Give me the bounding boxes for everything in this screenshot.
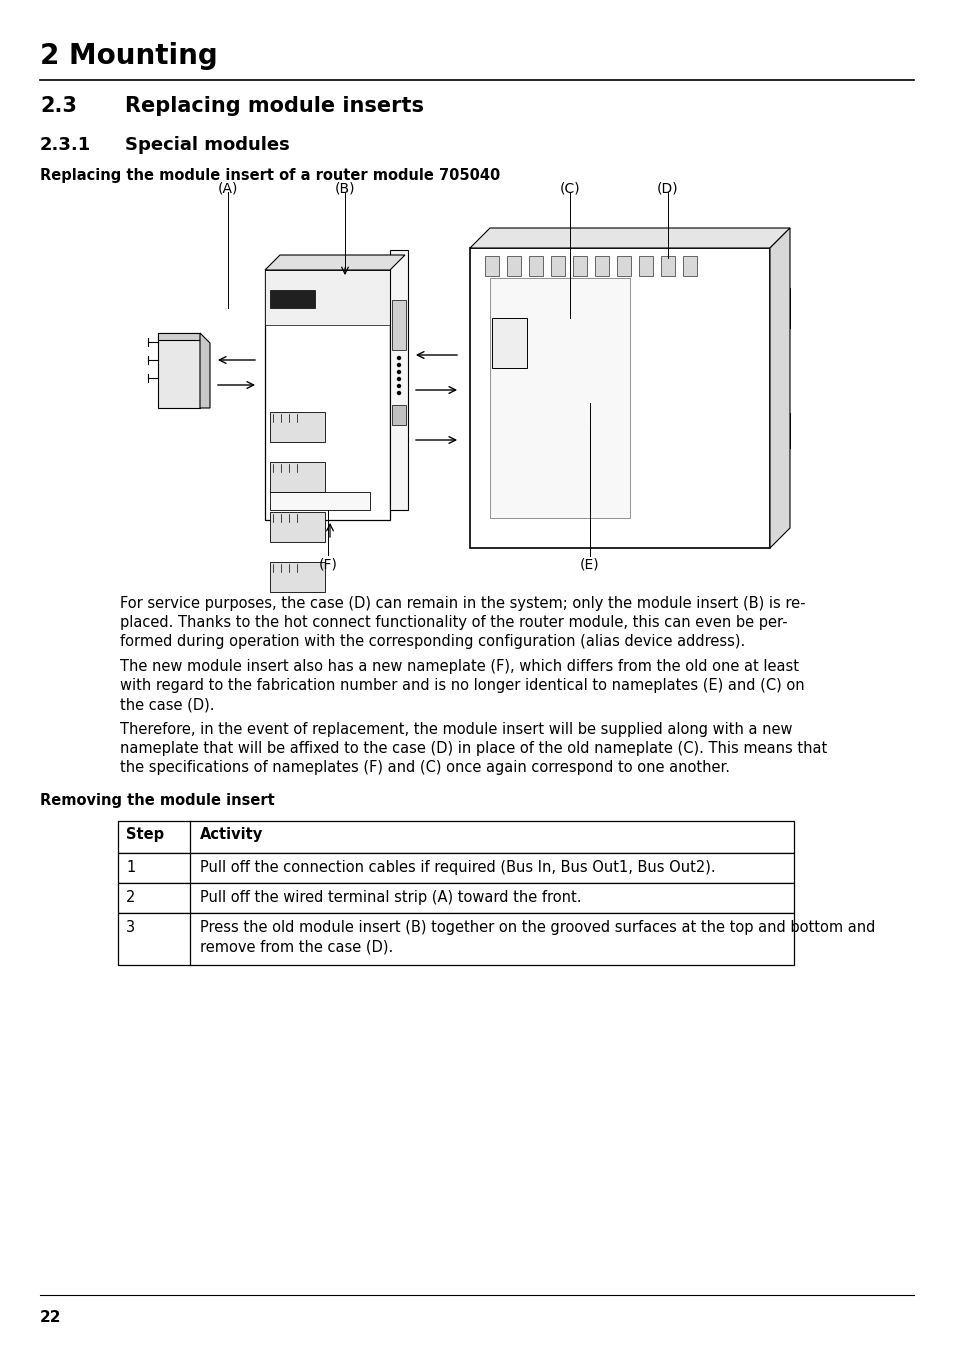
Bar <box>492 319 526 369</box>
Bar <box>270 412 325 441</box>
Bar <box>769 288 789 328</box>
Bar <box>118 883 793 913</box>
Text: The new module insert also has a new nameplate (F), which differs from the old o: The new module insert also has a new nam… <box>120 659 799 674</box>
Bar <box>118 853 793 883</box>
Text: 2: 2 <box>126 890 135 905</box>
Text: (A): (A) <box>217 182 238 196</box>
Bar <box>617 256 630 275</box>
Text: Press the old module insert (B) together on the grooved surfaces at the top and : Press the old module insert (B) together… <box>200 919 875 936</box>
Polygon shape <box>265 255 405 270</box>
Text: placed. Thanks to the hot connect functionality of the router module, this can e: placed. Thanks to the hot connect functi… <box>120 616 787 630</box>
Bar <box>660 256 675 275</box>
Bar <box>270 462 325 491</box>
Bar <box>118 821 793 853</box>
Text: 22: 22 <box>40 1310 61 1324</box>
Text: 2.3: 2.3 <box>40 96 77 116</box>
Circle shape <box>397 370 400 374</box>
Text: Pull off the connection cables if required (Bus In, Bus Out1, Bus Out2).: Pull off the connection cables if requir… <box>200 860 715 875</box>
Bar <box>270 290 314 308</box>
Bar <box>392 405 406 425</box>
Circle shape <box>397 385 400 387</box>
Bar <box>682 256 697 275</box>
Text: Removing the module insert: Removing the module insert <box>40 792 274 809</box>
Circle shape <box>397 392 400 394</box>
Bar <box>484 256 498 275</box>
Bar <box>470 248 769 548</box>
Polygon shape <box>158 333 200 340</box>
Polygon shape <box>200 333 210 408</box>
Text: with regard to the fabrication number and is no longer identical to nameplates (: with regard to the fabrication number an… <box>120 678 803 693</box>
Text: Activity: Activity <box>200 828 263 842</box>
Bar <box>551 256 564 275</box>
Text: (E): (E) <box>579 558 599 571</box>
Text: the case (D).: the case (D). <box>120 697 214 711</box>
Bar <box>529 256 542 275</box>
Text: the specifications of nameplates (F) and (C) once again correspond to one anothe: the specifications of nameplates (F) and… <box>120 760 729 775</box>
Text: Pull off the wired terminal strip (A) toward the front.: Pull off the wired terminal strip (A) to… <box>200 890 581 905</box>
Bar <box>270 491 370 510</box>
Text: Replacing the module insert of a router module 705040: Replacing the module insert of a router … <box>40 167 499 184</box>
Bar <box>506 256 520 275</box>
Circle shape <box>397 378 400 381</box>
Bar <box>490 278 629 518</box>
Text: (F): (F) <box>318 558 337 571</box>
Circle shape <box>397 356 400 359</box>
Bar <box>270 562 325 593</box>
Text: Therefore, in the event of replacement, the module insert will be supplied along: Therefore, in the event of replacement, … <box>120 722 792 737</box>
Bar <box>392 300 406 350</box>
Text: 2 Mounting: 2 Mounting <box>40 42 217 70</box>
Text: 1: 1 <box>126 860 135 875</box>
Text: Replacing module inserts: Replacing module inserts <box>125 96 423 116</box>
Text: remove from the case (D).: remove from the case (D). <box>200 940 393 954</box>
Text: (B): (B) <box>335 182 355 196</box>
Circle shape <box>397 363 400 366</box>
FancyBboxPatch shape <box>390 250 408 510</box>
Text: (D): (D) <box>657 182 679 196</box>
FancyBboxPatch shape <box>158 333 200 408</box>
Polygon shape <box>470 228 789 248</box>
Bar <box>639 256 652 275</box>
Text: nameplate that will be affixed to the case (D) in place of the old nameplate (C): nameplate that will be affixed to the ca… <box>120 741 826 756</box>
Polygon shape <box>769 228 789 548</box>
Text: For service purposes, the case (D) can remain in the system; only the module ins: For service purposes, the case (D) can r… <box>120 595 804 612</box>
Bar <box>118 913 793 965</box>
Bar <box>265 270 390 325</box>
Text: 3: 3 <box>126 919 135 936</box>
Text: (C): (C) <box>559 182 579 196</box>
Bar <box>265 270 390 520</box>
Bar <box>573 256 586 275</box>
Text: Special modules: Special modules <box>125 136 290 154</box>
Bar <box>595 256 608 275</box>
Text: 2.3.1: 2.3.1 <box>40 136 91 154</box>
Text: Step: Step <box>126 828 164 842</box>
Bar <box>270 512 325 541</box>
Bar <box>769 413 789 448</box>
Text: formed during operation with the corresponding configuration (alias device addre: formed during operation with the corresp… <box>120 634 744 649</box>
